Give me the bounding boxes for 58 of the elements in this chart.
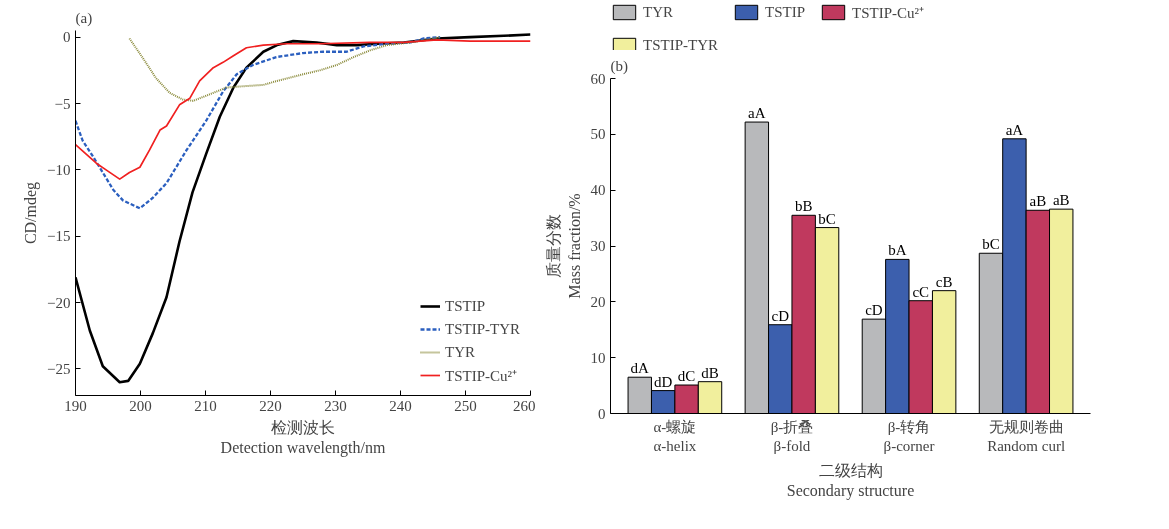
data-label: dA xyxy=(630,360,650,377)
legend-label: TSTIP xyxy=(765,3,806,21)
data-label: aA xyxy=(748,105,766,122)
data-label: dC xyxy=(677,368,696,385)
y-tick-label: 10 xyxy=(590,349,606,366)
line-series xyxy=(75,38,531,180)
x-tick-label: 230 xyxy=(324,397,347,414)
y-tick-label: 0 xyxy=(598,405,606,422)
x-tick-label: 240 xyxy=(389,397,412,414)
data-label: aA xyxy=(1005,121,1024,138)
y-axis-title: CD/mdeg xyxy=(22,181,41,245)
data-label: bC xyxy=(982,236,1000,253)
data-label: dD xyxy=(654,373,673,390)
data-label: bA xyxy=(888,242,907,259)
legend-label: TSTIP-TYR xyxy=(643,36,718,52)
legend-label: TSTIP-Cu²⁺ xyxy=(852,4,925,22)
data-label: dB xyxy=(701,364,719,381)
x-tick-label: 250 xyxy=(454,397,477,414)
data-label: cC xyxy=(912,283,930,300)
y-tick-label: 20 xyxy=(590,293,606,310)
y-tick-label: 40 xyxy=(590,182,606,199)
y-tick-label: −25 xyxy=(47,360,71,377)
data-label: cB xyxy=(935,273,953,290)
data-label: bC xyxy=(818,210,836,227)
data-label: cD xyxy=(865,302,883,319)
legend-label: TSTIP xyxy=(445,297,486,315)
x-tick-label: β-折叠 β-fold xyxy=(770,418,814,454)
x-tick-label: 200 xyxy=(129,397,152,414)
y-tick-label: 50 xyxy=(590,126,606,143)
legend-label: TSTIP-Cu²⁺ xyxy=(445,367,518,385)
y-axis-title: 质量分数 Mass fraction/% xyxy=(545,193,583,299)
x-axis-title: 二级结构 Secondary structure xyxy=(786,461,915,501)
data-label: aB xyxy=(1052,192,1070,209)
x-tick-label: 220 xyxy=(259,397,282,414)
x-tick-label: 210 xyxy=(194,397,217,414)
data-label: cD xyxy=(771,307,790,324)
legend-label: TYR xyxy=(643,3,673,21)
y-tick-label: 0 xyxy=(63,29,71,46)
y-tick-label: −10 xyxy=(47,161,71,178)
chart-title: (a) xyxy=(75,9,93,27)
legend-label: TSTIP-TYR xyxy=(445,320,520,338)
y-tick-label: 60 xyxy=(590,70,606,87)
x-tick-label: 无规则卷曲 Random curl xyxy=(987,418,1066,454)
line-series xyxy=(75,35,442,210)
legend-label: TYR xyxy=(445,343,475,361)
y-tick-label: −20 xyxy=(47,294,71,311)
data-label: bB xyxy=(794,198,813,215)
y-tick-label: −15 xyxy=(47,228,71,245)
x-tick-label: β-转角 β-corner xyxy=(883,418,935,454)
line-series xyxy=(128,36,442,102)
x-tick-label: 260 xyxy=(513,397,536,414)
chart-title: (b) xyxy=(610,57,628,75)
data-label: aB xyxy=(1029,193,1047,210)
y-tick-label: 30 xyxy=(590,238,606,254)
y-tick-label: −5 xyxy=(54,95,71,112)
x-tick-label: α-螺旋 α-helix xyxy=(653,418,697,454)
x-axis-title: 检测波长 Detection wavelength/nm xyxy=(220,418,386,457)
x-tick-label: 190 xyxy=(64,397,87,414)
